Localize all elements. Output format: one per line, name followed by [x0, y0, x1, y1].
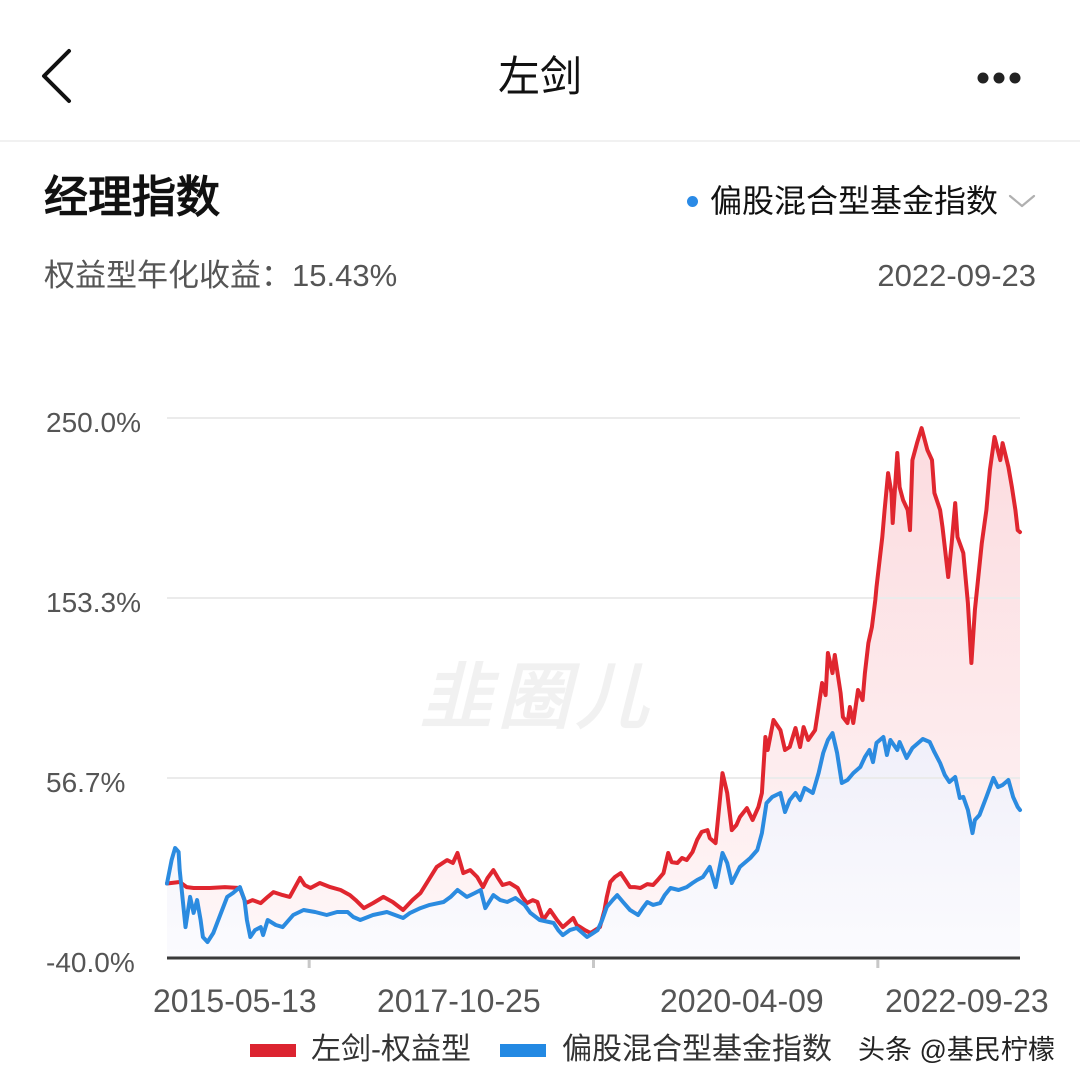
y-axis-label: 250.0% — [46, 407, 141, 438]
legend-swatch-benchmark — [500, 1044, 546, 1057]
series-line — [165, 731, 1022, 944]
y-axis-label: 56.7% — [46, 767, 126, 798]
x-axis-label: 2020-04-09 — [660, 983, 824, 1019]
back-button[interactable] — [36, 44, 80, 108]
top-nav-bar: 左剑 — [0, 0, 1080, 140]
y-axis-label: -40.0% — [46, 947, 135, 978]
series-area-fill — [167, 733, 1020, 958]
line-chart — [165, 417, 1022, 968]
more-horizontal-icon — [977, 72, 1021, 84]
as-of-date: 2022-09-23 — [877, 258, 1036, 293]
annualized-return-value: 15.43% — [292, 258, 398, 293]
legend-swatch-manager — [250, 1044, 296, 1057]
section-title: 经理指数 — [44, 173, 220, 222]
series-line — [165, 426, 1022, 935]
chart-plot-area[interactable] — [0, 380, 1080, 1000]
benchmark-selector[interactable]: 偏股混合型基金指数 — [686, 176, 1036, 226]
y-axis-label: 153.3% — [46, 587, 141, 618]
benchmark-dot-icon — [686, 195, 698, 207]
source-credit-watermark: 头条 @基民柠檬 — [858, 1035, 1055, 1065]
annualized-return: 权益型年化收益：15.43% — [44, 254, 397, 298]
header-divider — [0, 140, 1080, 142]
legend-label-manager[interactable]: 左剑-权益型 — [311, 1033, 471, 1066]
annualized-return-label: 权益型年化收益： — [44, 258, 292, 293]
legend-label-benchmark[interactable]: 偏股混合型基金指数 — [562, 1033, 832, 1066]
chevron-left-icon — [42, 49, 71, 103]
x-axis-label: 2017-10-25 — [377, 983, 541, 1019]
x-axis-label: 2022-09-23 — [885, 983, 1049, 1019]
chevron-down-icon — [1008, 194, 1036, 208]
page-title: 左剑 — [497, 53, 582, 100]
benchmark-label: 偏股混合型基金指数 — [709, 183, 998, 219]
more-options-button[interactable] — [970, 62, 1030, 94]
x-axis-label: 2015-05-13 — [153, 983, 317, 1019]
